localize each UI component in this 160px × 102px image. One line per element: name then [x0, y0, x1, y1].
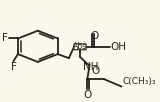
Text: F: F	[11, 62, 16, 72]
FancyBboxPatch shape	[74, 44, 86, 50]
Text: NH: NH	[83, 62, 99, 72]
Text: OH: OH	[110, 42, 126, 52]
Text: O: O	[92, 67, 100, 76]
Text: O: O	[83, 90, 92, 100]
Text: F: F	[2, 33, 8, 43]
Text: Abs: Abs	[73, 42, 87, 51]
Text: O: O	[90, 31, 98, 41]
Text: C(CH₃)₃: C(CH₃)₃	[122, 76, 156, 86]
